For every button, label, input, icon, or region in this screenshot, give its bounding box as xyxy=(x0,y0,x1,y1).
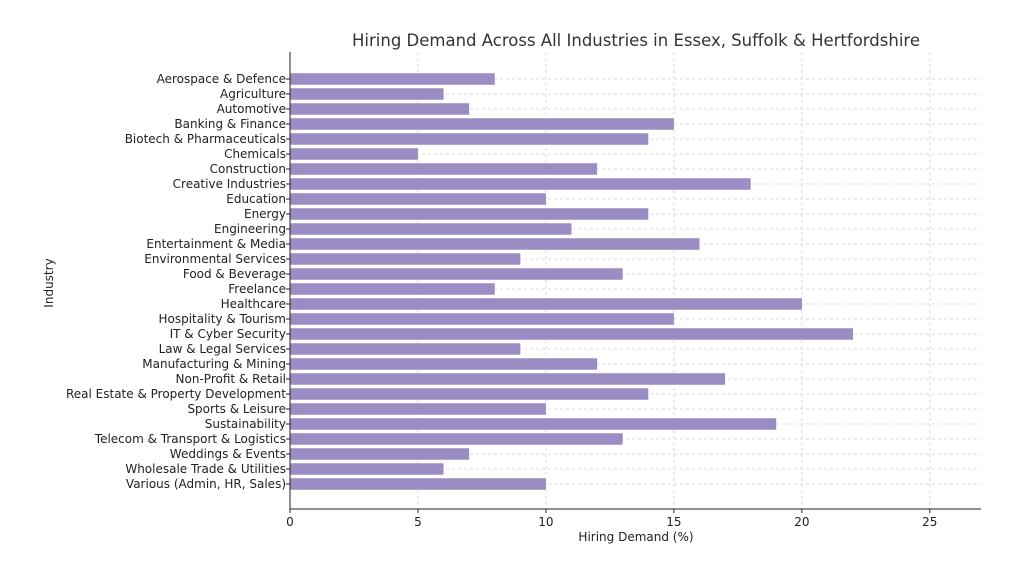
category-label: Healthcare xyxy=(221,297,286,311)
category-label: Weddings & Events xyxy=(170,447,286,461)
category-label: Wholesale Trade & Utilities xyxy=(125,462,286,476)
category-label: Various (Admin, HR, Sales) xyxy=(126,477,286,491)
bar xyxy=(290,313,674,325)
category-label: Energy xyxy=(244,207,286,221)
bar xyxy=(290,448,470,460)
bar xyxy=(290,463,444,475)
category-label: Freelance xyxy=(228,282,286,296)
category-label: Education xyxy=(226,192,286,206)
bar xyxy=(290,358,598,370)
bar xyxy=(290,208,649,220)
bar xyxy=(290,433,623,445)
bar xyxy=(290,193,546,205)
category-label: Non-Profit & Retail xyxy=(176,372,286,386)
bar xyxy=(290,133,649,145)
x-tick-labels: 0 5 10 15 20 25 xyxy=(286,515,937,529)
category-label: Creative Industries xyxy=(173,177,286,191)
bar xyxy=(290,418,777,430)
bars xyxy=(290,73,854,490)
x-tick-label: 20 xyxy=(794,515,809,529)
x-tick-label: 5 xyxy=(414,515,422,529)
bar xyxy=(290,73,495,85)
bar xyxy=(290,328,854,340)
category-label: Chemicals xyxy=(224,147,286,161)
bar xyxy=(290,373,726,385)
category-label: Sports & Leisure xyxy=(187,402,286,416)
category-label: Biotech & Pharmaceuticals xyxy=(125,132,286,146)
bar xyxy=(290,178,751,190)
bar xyxy=(290,478,546,490)
x-tick-label: 15 xyxy=(666,515,681,529)
category-label: Automotive xyxy=(217,102,286,116)
category-label: Banking & Finance xyxy=(174,117,286,131)
bar xyxy=(290,388,649,400)
category-label: Engineering xyxy=(214,222,286,236)
category-label: Aerospace & Defence xyxy=(157,72,286,86)
category-label: Food & Beverage xyxy=(183,267,286,281)
category-label: Real Estate & Property Development xyxy=(66,387,286,401)
category-label: Manufacturing & Mining xyxy=(142,357,286,371)
bar xyxy=(290,253,521,265)
category-label: Sustainability xyxy=(205,417,286,431)
bar xyxy=(290,163,598,175)
x-tick-label: 10 xyxy=(538,515,553,529)
category-label: Entertainment & Media xyxy=(146,237,286,251)
y-tick-labels: Aerospace & DefenceAgricultureAutomotive… xyxy=(66,72,286,491)
category-label: Environmental Services xyxy=(144,252,286,266)
category-label: Agriculture xyxy=(220,87,286,101)
x-tick-label: 0 xyxy=(286,515,294,529)
x-axis-label: Hiring Demand (%) xyxy=(578,530,693,544)
bar xyxy=(290,223,572,235)
bar xyxy=(290,118,674,130)
category-label: IT & Cyber Security xyxy=(170,327,286,341)
axes xyxy=(286,52,981,513)
bar xyxy=(290,103,470,115)
bar xyxy=(290,298,802,310)
bar xyxy=(290,343,521,355)
chart-title: Hiring Demand Across All Industries in E… xyxy=(352,31,920,50)
category-label: Law & Legal Services xyxy=(159,342,286,356)
category-label: Telecom & Transport & Logistics xyxy=(94,432,286,446)
y-axis-label: Industry xyxy=(42,258,56,307)
bar xyxy=(290,88,444,100)
category-label: Construction xyxy=(210,162,286,176)
bar xyxy=(290,238,700,250)
bar xyxy=(290,283,495,295)
bar xyxy=(290,268,623,280)
x-tick-label: 25 xyxy=(922,515,937,529)
category-label: Hospitality & Tourism xyxy=(158,312,286,326)
bar xyxy=(290,148,418,160)
bar xyxy=(290,403,546,415)
